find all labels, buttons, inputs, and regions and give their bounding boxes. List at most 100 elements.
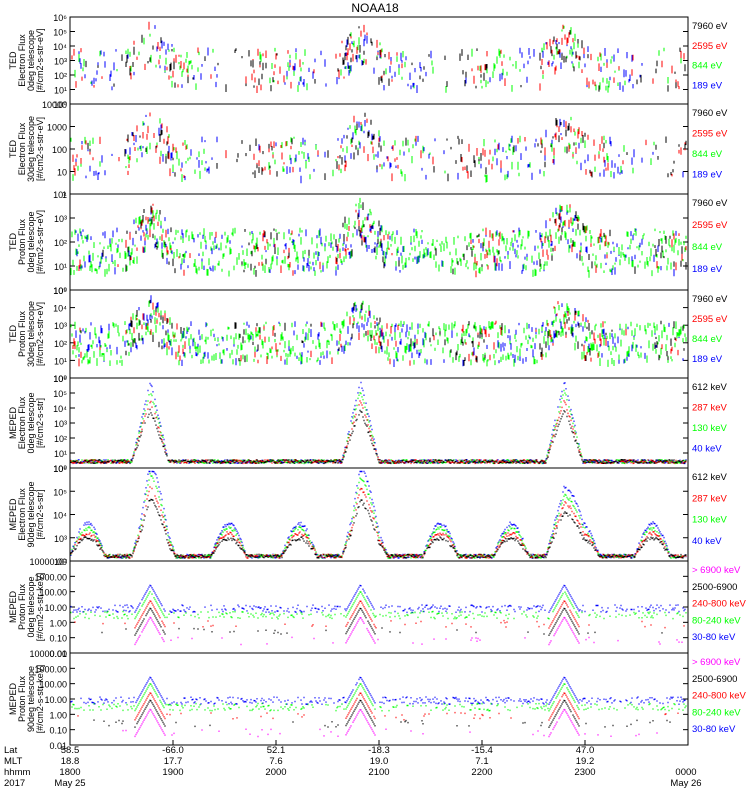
y-tick-label: 10⁵ — [53, 286, 67, 296]
y-tick-label: 10⁶ — [53, 374, 67, 384]
y-axis-label: Electron Flux — [17, 488, 27, 541]
panel-frame — [69, 103, 689, 195]
y-tick-label: 10¹ — [54, 356, 67, 366]
x-tick-label: -18.3 — [368, 745, 390, 756]
y-tick-label: 10000.00 — [29, 557, 67, 567]
panel-4: 10⁰ 10¹ 10² 10³ 10⁴ 10⁵ TED Proton Flux 30deg te… — [8, 286, 728, 384]
data-marks — [70, 381, 687, 465]
x-tick-label: 2000 — [265, 767, 286, 778]
x-tick-label: 1800 — [59, 767, 80, 778]
panel-1: 10⁰ 10¹ 10² 10³ 10⁴ 10⁵ 10⁶ TED Electron Flux 0de… — [8, 13, 728, 110]
y-tick-label: 1000 — [47, 123, 67, 133]
y-axis-label: TED — [8, 139, 18, 158]
y-tick-label: 1 — [62, 190, 67, 200]
y-tick-label: 10⁴ — [53, 511, 67, 521]
series-marks — [71, 21, 685, 93]
y-axis-label: 90deg telescope — [26, 481, 36, 547]
series-marks — [70, 197, 687, 278]
y-tick-label: 10⁰ — [53, 464, 67, 474]
y-tick-label: 10³ — [54, 534, 67, 544]
y-tick-label: 10.00 — [44, 603, 67, 613]
figure-title: NOAA18 — [351, 1, 399, 15]
y-axis-label: [#/cm2-s-str-keV] — [35, 665, 45, 734]
y-axis-label: [#/cm2-s-str-keV] — [35, 573, 45, 642]
y-tick-label: 100.00 — [39, 680, 67, 690]
series-marks — [74, 600, 685, 629]
y-tick-label: 10⁵ — [53, 389, 67, 399]
y-axis-label: MEPED — [8, 407, 18, 440]
series-marks — [70, 472, 687, 559]
y-axis-label: Electron Flux — [17, 396, 27, 449]
y-axis-label: MEPED — [8, 498, 18, 531]
y-tick-label: 10³ — [54, 321, 67, 331]
x-tick-label: 2300 — [574, 767, 595, 778]
legend-entry: 612 keV — [692, 472, 728, 483]
data-marks — [71, 21, 686, 93]
data-marks — [70, 197, 687, 278]
series-marks — [70, 389, 687, 465]
panel-8: 0.01 0.10 1.00 10.00 100.00 1000.00 10000.00 ME… — [8, 649, 747, 751]
legend-entry: 189 eV — [692, 354, 723, 365]
y-tick-label: 10⁴ — [53, 190, 67, 200]
legend-entry: 2595 eV — [692, 314, 728, 325]
y-tick-label: 0.10 — [49, 726, 67, 736]
x-tick-label: May 25 — [54, 778, 85, 789]
y-tick-label: 10⁰ — [53, 286, 67, 296]
y-tick-label: 1000.00 — [34, 664, 67, 674]
y-axis-label: 90deg telescope — [26, 666, 36, 732]
x-tick-label: 47.0 — [576, 745, 595, 756]
x-row-label: 2017 — [4, 778, 25, 789]
x-tick-label: 19.2 — [576, 756, 595, 767]
x-tick-label: 7.1 — [475, 756, 488, 767]
legend-entry: 844 eV — [692, 61, 723, 72]
legend-entry: 287 keV — [692, 493, 728, 504]
x-row-label: MLT — [4, 756, 22, 767]
panel-3: 10⁰ 10¹ 10² 10³ 10⁴ TED Proton Flux 0deg telesc… — [8, 190, 728, 296]
y-tick-label: 10¹ — [54, 86, 67, 96]
y-tick-label: 10² — [54, 557, 67, 567]
x-tick-label: 7.6 — [269, 756, 282, 767]
panel-2: 1 10 100 1000 10000 TED Electron Flux 30deg tel… — [8, 100, 728, 200]
panel-frame — [69, 289, 689, 379]
legend-entry: 130 keV — [692, 515, 728, 526]
y-axis-label: MEPED — [8, 683, 18, 716]
legend-entry: 287 keV — [692, 403, 728, 414]
series-marks — [80, 299, 685, 366]
panel-frame — [69, 16, 689, 105]
y-tick-label: 10⁶ — [53, 13, 67, 23]
y-axis-label: [#/cm2-s-str-eV] — [35, 28, 45, 92]
y-axis-label: [#/cm2-s-str] — [35, 398, 45, 448]
y-tick-label: 10⁴ — [53, 404, 67, 414]
legend-entry: > 6900 keV — [692, 657, 741, 668]
legend-entry: 189 eV — [692, 80, 723, 91]
y-tick-label: 10 — [57, 168, 67, 178]
y-tick-label: 10² — [54, 434, 67, 444]
legend-entry: 2595 eV — [692, 41, 728, 52]
series-marks — [102, 202, 687, 277]
y-tick-label: 10² — [54, 71, 67, 81]
y-tick-label: 10⁴ — [53, 42, 67, 52]
legend-entry: 130 keV — [692, 423, 728, 434]
y-tick-label: 100.00 — [39, 588, 67, 598]
series-marks — [77, 692, 679, 721]
data-marks — [70, 112, 687, 184]
legend-entry: 844 eV — [692, 334, 723, 345]
y-tick-label: 100 — [52, 145, 67, 155]
legend-entry: 2595 eV — [692, 220, 728, 231]
y-axis-label: TED — [8, 51, 18, 70]
series-marks — [87, 112, 687, 182]
y-tick-label: 10¹ — [54, 262, 67, 272]
y-axis-label: [#/cm2-s-str-eV] — [35, 210, 45, 274]
y-tick-label: 0.10 — [49, 634, 67, 644]
series-marks — [70, 676, 686, 705]
panel-7: 0.01 0.10 1.00 10.00 100.00 1000.00 10000.00 ME… — [8, 557, 747, 659]
y-axis-label: 0deg telescope — [26, 392, 36, 453]
y-tick-label: 10⁰ — [53, 374, 67, 384]
y-tick-label: 10.00 — [44, 695, 67, 705]
series-marks — [70, 498, 687, 559]
x-tick-label: -15.4 — [471, 745, 493, 756]
legend-entry: 80-240 keV — [692, 707, 741, 718]
y-axis-label: Proton Flux — [17, 583, 27, 630]
